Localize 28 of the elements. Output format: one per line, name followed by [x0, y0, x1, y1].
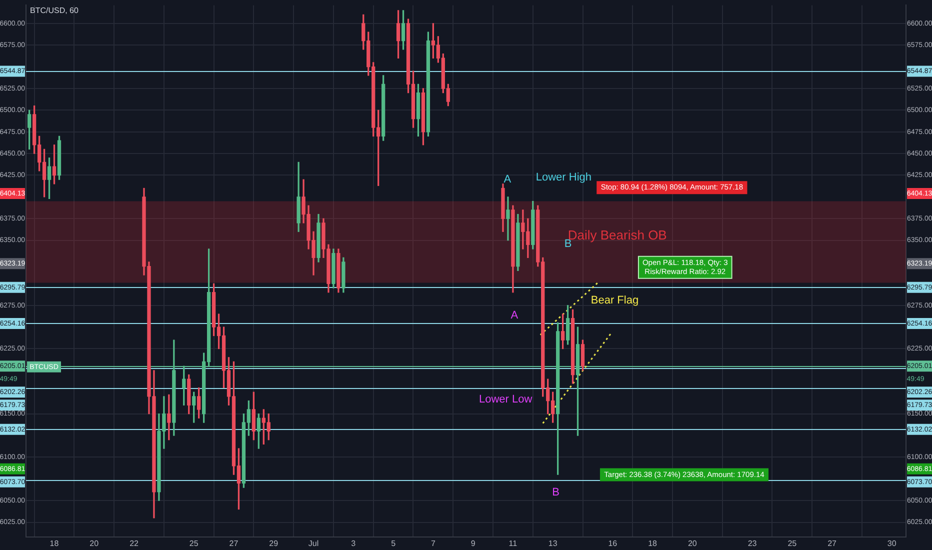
x-tick-label: 7	[430, 539, 436, 548]
annotation: B	[552, 486, 560, 498]
x-tick-label: 22	[130, 539, 140, 548]
annotation: Bear Flag	[590, 294, 639, 306]
x-tick-label: 9	[470, 539, 476, 548]
x-tick-label: 18	[50, 539, 60, 548]
x-tick-label: 11	[508, 539, 518, 548]
x-tick-label: 18	[648, 539, 658, 548]
x-tick-label: 25	[189, 539, 199, 548]
annotation: A	[504, 174, 512, 186]
chart-title: BTC/USD, 60	[30, 6, 80, 16]
annotation: B	[564, 238, 572, 250]
x-tick-label: 16	[608, 539, 618, 548]
x-tick-label: 27	[229, 539, 239, 548]
x-tick-label: 25	[788, 539, 798, 548]
x-tick-label: 20	[90, 539, 100, 548]
annotation: Lower High	[536, 172, 592, 184]
x-tick-label: 20	[688, 539, 698, 548]
annotation: Lower Low	[479, 393, 532, 406]
x-tick-label: 13	[548, 539, 558, 548]
x-tick-label: 30	[887, 539, 897, 548]
x-tick-label: 5	[391, 539, 396, 548]
x-tick-label: 29	[269, 539, 279, 548]
x-tick-label: 3	[351, 539, 356, 548]
x-tick-label: 23	[748, 539, 758, 548]
annotation: A	[510, 309, 519, 322]
x-tick-label: Jul	[308, 539, 319, 548]
x-tick-label: 27	[828, 539, 838, 548]
